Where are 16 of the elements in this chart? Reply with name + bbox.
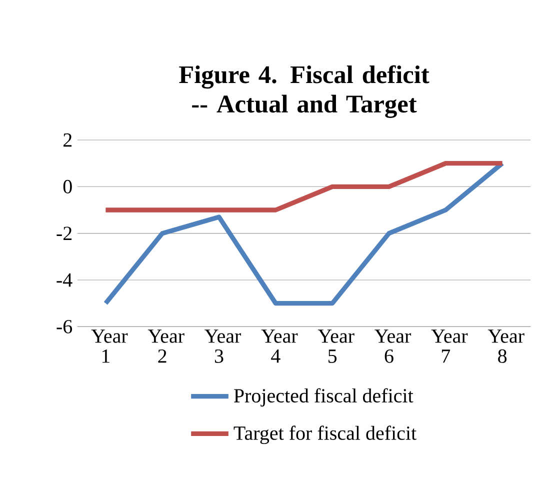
y-tick-label: -6	[56, 320, 72, 334]
y-tick-label: -2	[56, 226, 72, 240]
x-tick-label: Year 8	[488, 330, 524, 363]
y-tick-label: -4	[56, 273, 72, 287]
x-tick-label: Year 3	[204, 330, 242, 363]
legend-label: Target for fiscal deficit	[234, 426, 416, 444]
y-tick-label: 2	[64, 133, 72, 147]
x-tick-label: Year 6	[374, 330, 412, 363]
x-tick-label: Year 7	[431, 330, 468, 363]
chart-title: Figure 4. Fiscal deficit -- Actual and Target	[179, 65, 430, 118]
x-tick-label: Year 4	[261, 330, 298, 363]
legend-label: Projected fiscal deficit	[234, 388, 414, 407]
x-tick-label: Year 5	[318, 330, 354, 363]
x-tick-label: Year 1	[91, 330, 128, 363]
y-tick-label: 0	[63, 180, 72, 194]
x-tick-label: Year 2	[148, 330, 184, 363]
